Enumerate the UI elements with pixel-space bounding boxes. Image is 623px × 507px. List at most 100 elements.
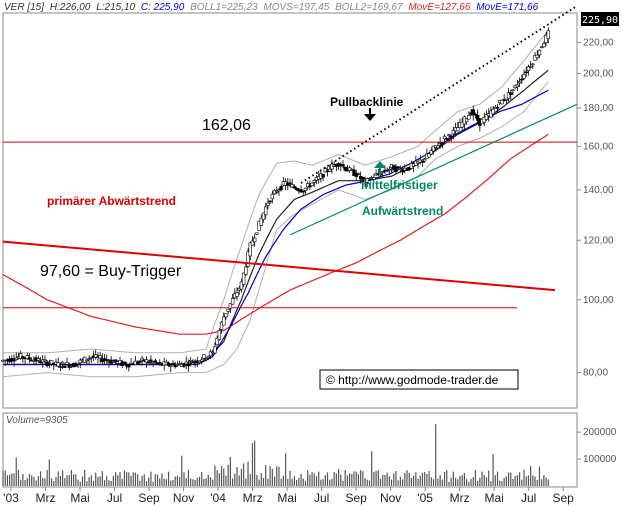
candle-body xyxy=(250,240,255,246)
candle-body xyxy=(539,46,544,49)
candle-body xyxy=(385,169,389,172)
x-tick-label: Mrz xyxy=(36,491,56,505)
x-tick-label: Sep xyxy=(553,491,575,505)
level-162-label: 162,06 xyxy=(202,117,251,134)
candle-body xyxy=(202,354,206,359)
candle-body xyxy=(175,364,180,366)
last-price-value: 225,90 xyxy=(582,15,618,26)
last-price-badge xyxy=(581,12,619,26)
candle-body xyxy=(138,360,142,363)
candle-body xyxy=(18,353,23,359)
header-move-fast: MovE=171,66 xyxy=(476,2,538,13)
candle-body xyxy=(270,193,275,200)
candle-body xyxy=(140,357,144,361)
candle-body xyxy=(244,266,248,275)
candle-body xyxy=(500,99,504,105)
x-tick-label: Sep xyxy=(345,491,367,505)
volume-tick-label: 100000 xyxy=(583,454,617,465)
candle-body xyxy=(372,177,376,180)
candle-body xyxy=(215,337,219,346)
y-tick-label: 80,00 xyxy=(583,368,608,379)
candle-body xyxy=(182,363,186,367)
bollinger-upper-line xyxy=(3,30,549,354)
candle-body xyxy=(36,358,41,361)
candle-body xyxy=(495,107,500,109)
candle-body xyxy=(387,168,392,171)
candle-body xyxy=(14,357,18,360)
candle-body xyxy=(456,127,460,132)
bollinger-lower-line xyxy=(2,81,549,378)
primary-downtrend-label: primärer Abwärtstrend xyxy=(47,194,176,208)
candle-body xyxy=(405,169,409,171)
x-tick-label: Mai xyxy=(277,491,296,505)
candle-body xyxy=(467,115,471,120)
candle-body xyxy=(294,187,299,191)
candle-body xyxy=(65,362,69,365)
horizontal-levels xyxy=(3,141,577,309)
candle-body xyxy=(144,359,149,363)
volume-label: Volume=9305 xyxy=(6,415,68,426)
move-slow-line xyxy=(2,133,549,335)
candle-body xyxy=(517,81,522,84)
candle-body xyxy=(299,189,303,193)
candle-body xyxy=(275,190,279,193)
copyright-text: © http://www.godmode-trader.de xyxy=(326,373,499,387)
candle-body xyxy=(292,186,297,189)
candle-body xyxy=(394,166,398,172)
candle-body xyxy=(504,98,509,101)
y-tick-label: 220,00 xyxy=(583,37,614,48)
candle-body xyxy=(511,89,515,91)
candle-body xyxy=(403,167,407,171)
y-tick-label: 160,00 xyxy=(583,141,614,152)
candle-body xyxy=(445,138,449,140)
candle-body xyxy=(526,66,531,71)
x-tick-label: Mrz xyxy=(243,491,263,505)
x-tick-label: Mai xyxy=(70,491,89,505)
copyright-box xyxy=(319,369,519,390)
x-tick-label: Nov xyxy=(380,491,401,505)
candle-body xyxy=(427,153,431,158)
y-tick-label: 100,00 xyxy=(583,295,614,306)
candle-body xyxy=(228,303,233,309)
medium-uptrend-label-1: mittelfristiger xyxy=(361,178,438,192)
candle-body xyxy=(464,118,469,122)
candle-body xyxy=(153,360,158,363)
candle-body xyxy=(255,232,259,235)
candle-body xyxy=(222,316,226,326)
candles xyxy=(1,27,551,373)
x-tick-label: Jul xyxy=(107,491,122,505)
candle-body xyxy=(312,180,316,183)
candle-body xyxy=(206,355,211,359)
candle-body xyxy=(246,251,250,267)
candle-body xyxy=(460,121,464,128)
candle-body xyxy=(25,355,29,360)
candle-body xyxy=(264,206,268,216)
candle-body xyxy=(528,65,533,68)
candle-body xyxy=(169,365,173,367)
candle-body xyxy=(286,182,290,186)
candle-body xyxy=(268,200,272,203)
candle-body xyxy=(252,237,257,243)
indicator-lines xyxy=(2,30,549,378)
medium-uptrend-line xyxy=(289,103,578,236)
candle-body xyxy=(506,92,511,99)
candle-body xyxy=(10,358,14,362)
candle-body xyxy=(475,114,480,121)
candle-body xyxy=(87,358,91,360)
x-tick-label: Jul xyxy=(521,491,536,505)
candle-body xyxy=(113,359,118,363)
candle-body xyxy=(235,292,239,297)
candle-body xyxy=(43,359,47,362)
header-line: VER [15] H:226,00 L:215,10 C: 225,90 BOL… xyxy=(4,2,539,13)
candle-body xyxy=(60,361,65,365)
candle-body xyxy=(74,363,78,367)
header-move-slow: MovE=127,66 xyxy=(408,2,470,13)
x-tick-label: '03 xyxy=(3,491,19,505)
candle-body xyxy=(122,361,127,364)
candle-body xyxy=(197,360,202,363)
candle-body xyxy=(166,362,171,366)
candle-body xyxy=(58,366,63,368)
candle-body xyxy=(381,171,385,173)
candle-body xyxy=(219,321,224,330)
